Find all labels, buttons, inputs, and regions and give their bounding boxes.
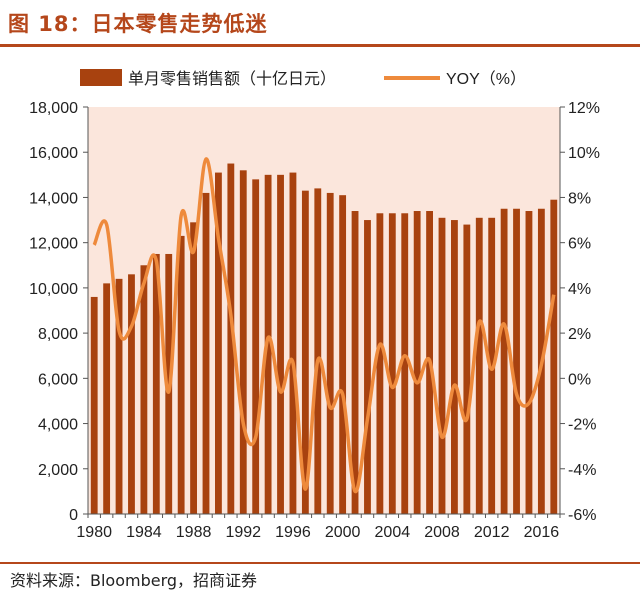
x-tick-label: 1984 bbox=[126, 524, 162, 541]
bar-1996 bbox=[289, 172, 297, 515]
left-tick-label: 16,000 bbox=[29, 145, 78, 162]
left-tick-label: 4,000 bbox=[38, 417, 78, 434]
right-tick-label: 8% bbox=[568, 190, 591, 207]
left-tick-label: 10,000 bbox=[29, 281, 78, 298]
left-tick-label: 2,000 bbox=[38, 462, 78, 479]
figure-source: 资料来源：Bloomberg，招商证券 bbox=[10, 571, 258, 590]
right-tick-label: 12% bbox=[568, 100, 600, 117]
left-tick-label: 12,000 bbox=[29, 236, 78, 253]
right-tick-label: 6% bbox=[568, 236, 591, 253]
bar-2017 bbox=[550, 199, 558, 514]
left-tick-label: 0 bbox=[69, 507, 78, 524]
bar-1999 bbox=[326, 192, 334, 514]
left-tick-label: 8,000 bbox=[38, 326, 78, 343]
bar-2011 bbox=[475, 217, 483, 515]
title-divider bbox=[0, 44, 640, 47]
right-tick-label: 0% bbox=[568, 371, 591, 388]
bar-2013 bbox=[500, 208, 508, 514]
x-tick-label: 2004 bbox=[375, 524, 411, 541]
bar-1989 bbox=[202, 192, 210, 514]
bar-1984 bbox=[140, 265, 148, 514]
x-tick-label: 2008 bbox=[424, 524, 460, 541]
right-tick-label: 4% bbox=[568, 281, 591, 298]
figure-title: 图 18：日本零售走势低迷 bbox=[8, 12, 268, 36]
chart: 单月零售销售额（十亿日元） YOY（%） 0 2,000 4,000 6,000 8,00… bbox=[29, 69, 600, 541]
bar-1983 bbox=[128, 274, 135, 514]
left-tick-label: 18,000 bbox=[29, 100, 78, 117]
bar-2005 bbox=[401, 213, 409, 514]
right-tick-label: 10% bbox=[568, 145, 600, 162]
bar-1982 bbox=[115, 278, 123, 514]
bar-1993 bbox=[252, 179, 260, 514]
figure-header: 图 18：日本零售走势低迷 bbox=[0, 0, 640, 47]
right-tick-label: -6% bbox=[568, 507, 596, 524]
chart-legend: 单月零售销售额（十亿日元） YOY（%） bbox=[80, 69, 526, 88]
bar-1980 bbox=[90, 296, 98, 514]
legend-bar-swatch bbox=[80, 69, 122, 86]
bar-2008 bbox=[438, 217, 446, 515]
bar-1995 bbox=[277, 174, 284, 514]
bar-1998 bbox=[314, 188, 322, 514]
x-tick-label: 1996 bbox=[275, 524, 311, 541]
bar-1987 bbox=[177, 235, 185, 514]
bar-2001 bbox=[351, 211, 359, 514]
x-tick-label: 2016 bbox=[524, 524, 560, 541]
bar-1988 bbox=[190, 222, 197, 515]
bar-2002 bbox=[364, 220, 371, 515]
legend-bar-label: 单月零售销售额（十亿日元） bbox=[128, 70, 336, 88]
bar-1997 bbox=[301, 190, 309, 514]
x-tick-label: 1988 bbox=[176, 524, 212, 541]
yoy-line-series bbox=[92, 157, 556, 494]
right-tick-label: -4% bbox=[568, 462, 596, 479]
bar-1991 bbox=[227, 163, 235, 514]
x-tick-label: 2012 bbox=[474, 524, 510, 541]
x-tick-label: 1980 bbox=[76, 524, 112, 541]
bar-1990 bbox=[215, 172, 222, 515]
bar-2012 bbox=[488, 217, 496, 515]
chart-axes: 0 2,000 4,000 6,000 8,000 10,000 12,000 14,000 1… bbox=[29, 100, 600, 541]
bar-2015 bbox=[525, 211, 533, 514]
yoy-line bbox=[92, 157, 556, 494]
bar-1985 bbox=[152, 253, 160, 514]
bar-2009 bbox=[451, 220, 458, 515]
legend-line-label: YOY（%） bbox=[446, 70, 526, 88]
left-tick-label: 6,000 bbox=[38, 371, 78, 388]
bar-1981 bbox=[103, 283, 111, 514]
bar-2003 bbox=[376, 213, 384, 514]
source-divider bbox=[0, 562, 640, 564]
x-tick-label: 1992 bbox=[225, 524, 261, 541]
bar-2010 bbox=[463, 224, 471, 515]
bar-2006 bbox=[413, 211, 421, 514]
bar-1992 bbox=[239, 170, 247, 515]
right-tick-label: -2% bbox=[568, 417, 596, 434]
right-tick-label: 2% bbox=[568, 326, 591, 343]
bar-2004 bbox=[388, 213, 396, 514]
left-tick-label: 14,000 bbox=[29, 190, 78, 207]
x-tick-label: 2000 bbox=[325, 524, 361, 541]
bar-2014 bbox=[513, 208, 520, 514]
bar-2000 bbox=[339, 195, 347, 514]
